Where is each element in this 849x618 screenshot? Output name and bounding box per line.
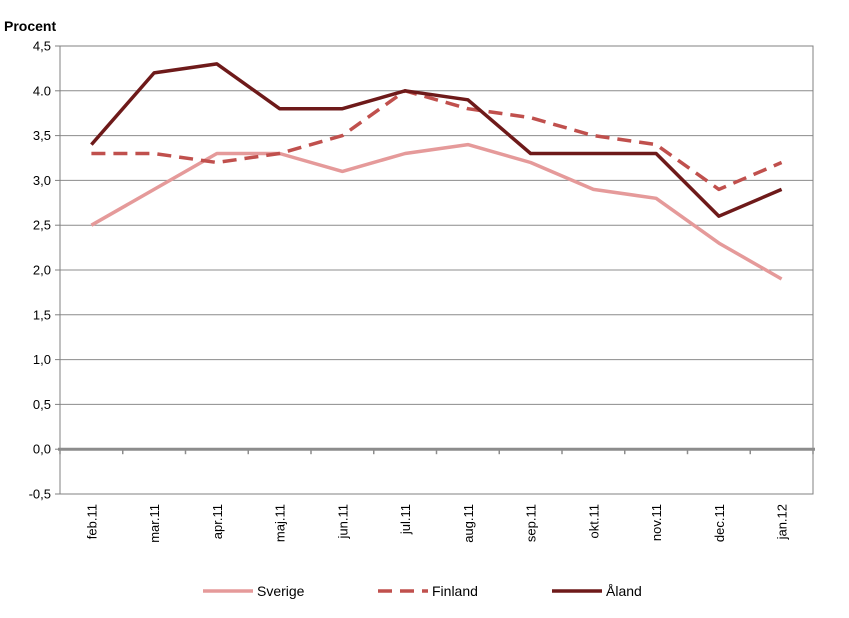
x-tick-label: apr.11 [210, 504, 225, 539]
x-axis [58, 447, 815, 455]
legend-label-sverige: Sverige [257, 583, 305, 599]
y-tick-label: 1,0 [33, 352, 51, 367]
legend: Sverige Finland Åland [203, 583, 642, 599]
x-tick-label: jan.12 [775, 504, 790, 540]
y-tick-label: -0,5 [29, 487, 51, 502]
y-tick-label: 2,0 [33, 263, 51, 278]
legend-label-åland: Åland [606, 583, 642, 599]
x-tick-label: maj.11 [273, 504, 288, 542]
series-lines [90, 62, 783, 281]
y-tick-label: 0,0 [33, 442, 51, 457]
x-tick-label: nov.11 [649, 504, 664, 541]
y-tick-label: 1,5 [33, 307, 51, 322]
y-tick-label: 3,0 [33, 173, 51, 188]
x-axis-ticks: feb.11 mar.11 apr.11 maj.11 jun.11 jul.11 aug.… [84, 504, 789, 543]
x-tick-label: feb.11 [84, 504, 99, 539]
x-tick-label: jun.11 [335, 504, 350, 539]
series-line-finland [91, 89, 783, 192]
x-tick-label: sep.11 [524, 504, 539, 542]
series-line-åland [90, 62, 783, 218]
y-tick-label: 4.0 [33, 83, 51, 98]
y-tick-label: 0,5 [33, 397, 51, 412]
y-axis-title: Procent [4, 18, 56, 34]
x-tick-label: mar.11 [147, 504, 162, 543]
x-tick-label: dec.11 [712, 504, 727, 542]
y-tick-label: 4,5 [33, 39, 51, 54]
y-axis-ticks: -0,5 0,0 0,5 1,0 1,5 2,0 2,5 3,0 3,5 4.0 4,5 [29, 39, 60, 502]
legend-label-finland: Finland [432, 583, 478, 599]
x-tick-label: okt.11 [586, 504, 601, 538]
y-tick-label: 2,5 [33, 218, 51, 233]
y-tick-label: 3,5 [33, 128, 51, 143]
series-line-sverige [90, 142, 783, 281]
gridlines [60, 45, 813, 495]
x-tick-label: aug.11 [461, 504, 476, 543]
x-tick-label: jul.11 [398, 504, 413, 535]
